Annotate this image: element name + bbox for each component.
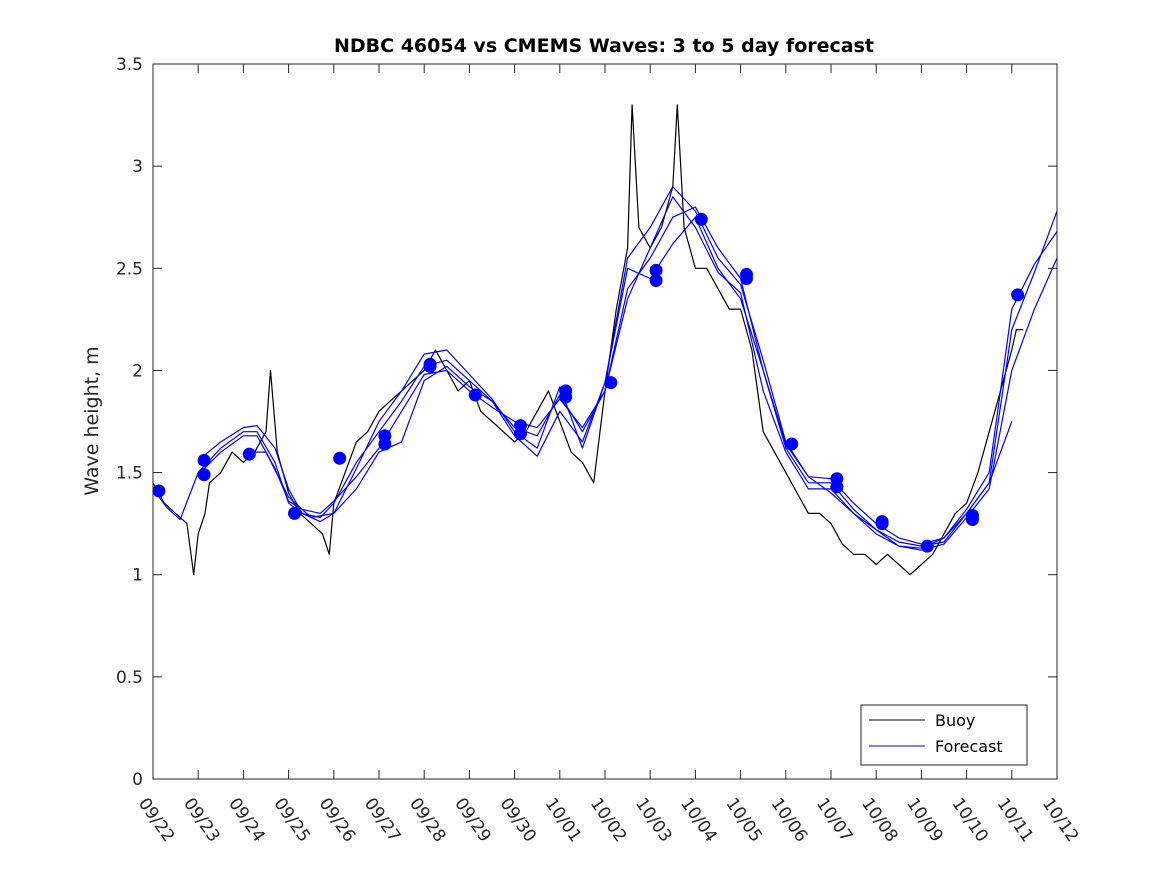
y-axis-label: Wave height, m — [81, 346, 103, 495]
forecast-marker — [197, 453, 211, 467]
forecast-marker — [197, 468, 211, 482]
forecast-marker — [513, 427, 527, 441]
forecast-marker — [739, 272, 753, 285]
series-buoy-line — [152, 104, 1024, 576]
forecast-marker — [875, 517, 889, 531]
chart-title: NDBC 46054 vs CMEMS Waves: 3 to 5 day fo… — [334, 35, 874, 57]
forecast-marker — [423, 359, 437, 373]
series-forecast-line — [197, 196, 1058, 551]
forecast-marker — [378, 437, 392, 451]
y-tick-label: 3 — [132, 157, 143, 177]
y-tick-label: 3.5 — [116, 55, 143, 75]
forecast-marker — [965, 513, 979, 527]
forecast-marker — [830, 480, 844, 494]
marker-layer — [152, 212, 1025, 553]
forecast-marker — [468, 388, 482, 402]
y-tick-label: 1 — [132, 566, 143, 586]
forecast-marker — [785, 437, 799, 451]
forecast-marker — [1011, 288, 1025, 302]
y-axis: 0 0.5 1 1.5 2 2.5 3 3.5 — [116, 55, 1057, 790]
forecast-marker — [333, 451, 347, 465]
legend: Buoy Forecast — [860, 704, 1028, 766]
legend-label-buoy: Buoy — [935, 711, 975, 730]
forecast-marker — [152, 484, 166, 498]
forecast-marker — [649, 263, 663, 277]
forecast-marker — [649, 274, 663, 288]
forecast-marker — [559, 390, 573, 404]
forecast-marker — [920, 539, 934, 553]
y-tick-label: 0 — [132, 770, 143, 790]
y-tick-label: 1.5 — [116, 464, 143, 484]
y-tick-label: 0.5 — [116, 668, 143, 688]
legend-box — [860, 704, 1028, 766]
forecast-marker — [287, 506, 301, 520]
y-tick-label: 2 — [132, 361, 143, 381]
forecast-marker — [694, 212, 708, 226]
series-forecast-line — [243, 216, 1013, 549]
forecast-marker — [604, 376, 618, 390]
plot-area — [153, 64, 1057, 779]
legend-label-forecast: Forecast — [935, 737, 1003, 756]
y-tick-label: 2.5 — [116, 259, 143, 279]
forecast-marker — [242, 447, 256, 461]
